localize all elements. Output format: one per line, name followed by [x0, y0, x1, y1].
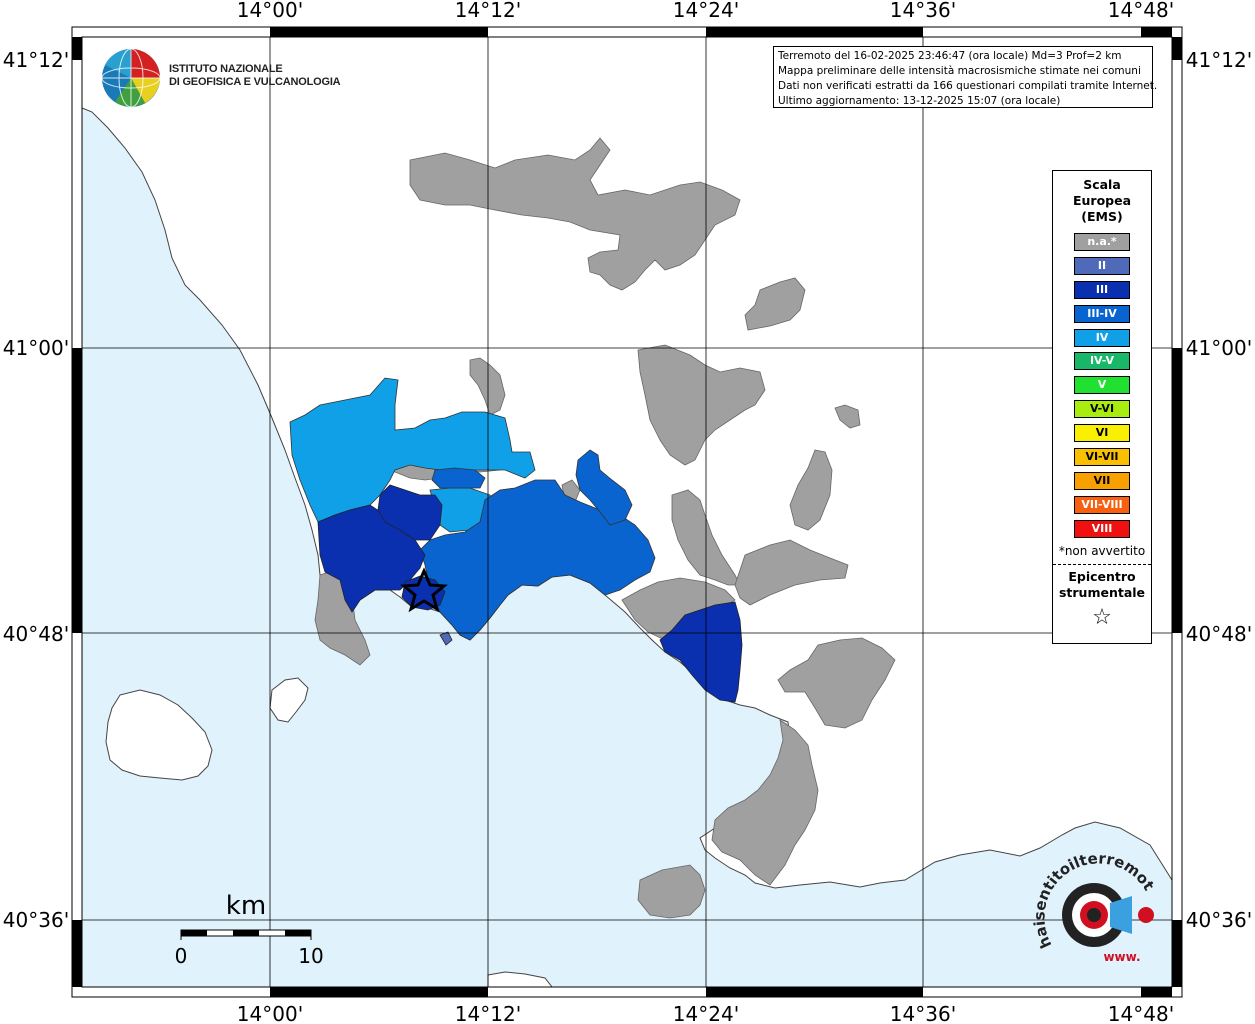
graticule — [82, 37, 1172, 987]
info-line-4: Ultimo aggiornamento: 13-12-2025 15:07 (… — [778, 95, 1061, 107]
lat-label: 41°00' — [3, 336, 69, 360]
municipalities-na — [314, 137, 896, 919]
info-line-1: Terremoto del 16-02-2025 23:46:47 (ora l… — [778, 50, 1122, 62]
lon-label: 14°00' — [237, 1002, 303, 1024]
lon-label: 14°00' — [237, 0, 303, 22]
municipalities-iii-iv — [419, 449, 656, 641]
longitude-labels-bottom: 14°00' 14°12' 14°24' 14°36' 14°48' — [237, 1002, 1174, 1024]
legend-title: Scala Europea (EMS) — [1053, 177, 1151, 225]
legend-item: VIII — [1074, 519, 1130, 538]
scale-start-label: 0 — [175, 944, 188, 968]
legend-item: n.a.* — [1074, 233, 1130, 251]
lon-label: 14°36' — [890, 0, 956, 22]
lon-label: 14°48' — [1108, 1002, 1174, 1024]
logo-line-2: DI GEOFISICA E VULCANOLOGIA — [169, 76, 341, 88]
legend-item: VI-VII — [1074, 448, 1130, 467]
ingv-logo-text: ISTITUTO NAZIONALE DI GEOFISICA E VULCAN… — [169, 63, 341, 89]
legend-separator — [1053, 563, 1151, 565]
earthquake-info-box: Terremoto del 16-02-2025 23:46:47 (ora l… — [773, 46, 1158, 108]
legend-item: VI — [1074, 424, 1130, 443]
legend-item: V — [1074, 376, 1130, 395]
ingv-logo-icon — [101, 48, 161, 108]
lat-label: 41°12' — [1186, 48, 1252, 72]
lat-label: 41°00' — [1186, 336, 1252, 360]
legend-item: III — [1074, 280, 1130, 299]
legend-items: n.a.* II III III-IV IV IV-V V V-VI VI VI-VII VII VI… — [1053, 233, 1151, 538]
epicenter-star-icon — [400, 567, 448, 613]
scale-end-label: 10 — [298, 944, 323, 968]
lon-label: 14°48' — [1108, 0, 1174, 22]
legend-item: IV — [1074, 328, 1130, 347]
legend-item: IV-V — [1074, 352, 1130, 371]
legend-item: II — [1074, 256, 1130, 275]
lat-label: 40°36' — [1186, 908, 1252, 932]
badge-www: www. — [1103, 950, 1140, 964]
legend-item: VII — [1074, 471, 1130, 490]
ems-legend: Scala Europea (EMS) n.a.* II III III-IV IV IV… — [1052, 170, 1152, 644]
lon-label: 14°36' — [890, 1002, 956, 1024]
ischia-island — [105, 689, 213, 781]
legend-note: *non avvertito — [1058, 543, 1146, 558]
lon-label: 14°12' — [455, 1002, 521, 1024]
legend-epicenter-label: Epicentro strumentale — [1053, 569, 1151, 601]
legend-item: VII-VIII — [1074, 495, 1130, 514]
legend-epicenter-line-2: strumentale — [1058, 584, 1146, 600]
lon-label: 14°12' — [455, 0, 521, 22]
scale-unit-label: km — [226, 891, 266, 921]
latitude-labels-left: 41°12' 41°00' 40°48' 40°36' — [3, 48, 69, 932]
map-frame — [71, 26, 1183, 998]
lon-label: 14°24' — [673, 0, 739, 22]
lat-label: 41°12' — [3, 48, 69, 72]
info-line-2: Mappa preliminare delle intensità macros… — [778, 65, 1141, 77]
legend-epicenter-line-1: Epicentro — [1068, 568, 1136, 584]
legend-item: V-VI — [1074, 400, 1130, 419]
procida-island — [269, 677, 309, 723]
longitude-labels-top: 14°00' 14°12' 14°24' 14°36' 14°48' — [237, 0, 1174, 22]
latitude-labels-right: 41°12' 41°00' 40°48' 40°36' — [1186, 48, 1252, 932]
scale-bar: km 0 10 — [175, 891, 324, 968]
lat-label: 40°48' — [1186, 622, 1252, 646]
lat-label: 40°36' — [3, 908, 69, 932]
lat-label: 40°48' — [3, 622, 69, 646]
municipalities-iii — [317, 484, 743, 703]
legend-title-line-3: (EMS) — [1081, 209, 1123, 224]
legend-title-line-1: Scala — [1083, 177, 1121, 192]
legend-title-line-2: Europea — [1072, 193, 1132, 208]
logo-line-1: ISTITUTO NAZIONALE — [169, 63, 283, 75]
legend-star-icon: ☆ — [1092, 604, 1112, 630]
lon-label: 14°24' — [673, 1002, 739, 1024]
legend-item: III-IV — [1074, 304, 1130, 323]
info-line-3: Dati non verificati estratti da 166 ques… — [778, 80, 1158, 92]
